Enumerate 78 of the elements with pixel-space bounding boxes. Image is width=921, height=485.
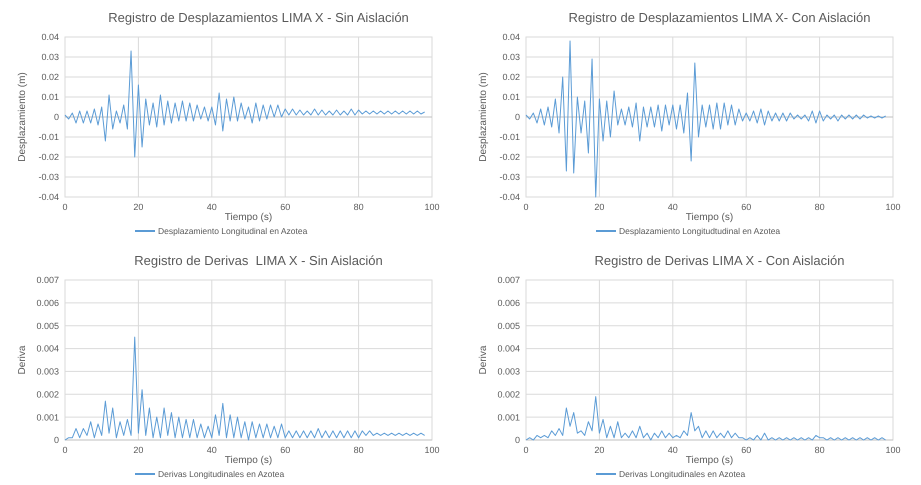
x-tick-label: 60 [741, 202, 752, 212]
y-tick-label: -0.02 [499, 152, 520, 162]
x-tick-label: 100 [885, 445, 901, 455]
y-tick-label: 0.006 [36, 298, 59, 308]
line-series [526, 40, 886, 198]
y-tick-label: 0.002 [36, 389, 59, 400]
chart-title: Registro de Derivas LIMA X - Sin Aislación [134, 253, 383, 268]
y-axis-title: Deriva [17, 345, 28, 374]
x-tick-label: 60 [741, 445, 752, 455]
chart-title: Registro de Desplazamientos LIMA X - Sin Aislación [108, 10, 409, 25]
chart-title: Registro de Desplazamientos LIMA X- Con Aislación [568, 10, 871, 25]
y-tick-label: 0.003 [36, 366, 59, 377]
legend-label: Desplazamiento Longitudtudinal en Azotea [619, 226, 780, 236]
x-tick-label: 60 [280, 202, 290, 212]
x-tick-label: 60 [280, 445, 290, 455]
legend-label: Derivas Longitudinales en Azotea [158, 469, 284, 479]
x-tick-label: 80 [354, 445, 364, 455]
x-tick-label: 80 [814, 202, 825, 212]
x-tick-label: 100 [885, 202, 901, 212]
x-axis-title: Tiempo (s) [224, 455, 272, 466]
line-series [64, 50, 426, 158]
y-tick-label: 0.001 [36, 412, 59, 422]
x-tick-label: 40 [206, 445, 217, 455]
x-tick-label: 100 [424, 202, 440, 212]
y-tick-label: -0.04 [499, 192, 520, 202]
y-tick-label: 0.007 [497, 275, 520, 286]
x-tick-label: 0 [62, 445, 68, 455]
y-axis-title: Desplazamiento (m) [478, 72, 489, 162]
y-tick-label: 0.004 [36, 344, 59, 354]
y-tick-label: 0.04 [502, 32, 520, 42]
x-tick-label: 80 [354, 202, 364, 212]
x-tick-label: 20 [594, 202, 604, 212]
x-tick-label: 20 [133, 202, 144, 212]
y-tick-label: -0.01 [38, 132, 59, 142]
y-tick-label: -0.03 [38, 172, 59, 182]
y-tick-label: 0.04 [41, 32, 59, 42]
y-axis-title: Desplazamiento (m) [17, 72, 28, 162]
y-tick-label: 0.005 [36, 320, 59, 331]
y-tick-label: 0.02 [41, 72, 59, 82]
y-tick-label: 0 [54, 435, 59, 446]
y-tick-label: 0.002 [497, 389, 520, 400]
y-tick-label: 0 [514, 112, 520, 122]
line-series [64, 336, 426, 440]
y-tick-label: 0.03 [502, 52, 520, 62]
y-tick-label: 0.01 [41, 92, 59, 102]
x-tick-label: 40 [668, 202, 678, 212]
x-axis-title: Tiempo (s) [686, 455, 734, 466]
chart-title: Registro de Derivas LIMA X - Con Aislación [594, 253, 844, 268]
x-tick-label: 20 [594, 445, 604, 455]
y-tick-label: -0.03 [499, 172, 520, 182]
y-tick-label: -0.04 [38, 192, 59, 202]
x-tick-label: 0 [523, 445, 529, 455]
line-series [526, 396, 886, 440]
y-tick-label: 0.03 [41, 52, 59, 62]
y-tick-label: 0 [514, 435, 520, 446]
x-tick-label: 40 [206, 202, 217, 212]
y-tick-label: 0.005 [497, 320, 520, 331]
y-tick-label: -0.02 [38, 152, 59, 162]
y-tick-label: -0.01 [499, 132, 520, 142]
y-tick-label: 0.007 [36, 275, 59, 286]
y-tick-label: 0 [54, 112, 59, 122]
x-tick-label: 40 [668, 445, 678, 455]
x-axis-title: Tiempo (s) [224, 212, 272, 223]
legend-label: Desplazamiento Longitudinal en Azotea [158, 226, 308, 236]
y-tick-label: 0.01 [502, 92, 520, 102]
y-tick-label: 0.006 [497, 298, 520, 308]
y-tick-label: 0.003 [497, 366, 520, 377]
legend-label: Derivas Longitudinales en Azotea [619, 469, 746, 479]
x-axis-title: Tiempo (s) [686, 212, 734, 223]
y-tick-label: 0.001 [497, 412, 520, 422]
x-tick-label: 80 [814, 445, 825, 455]
x-tick-label: 0 [523, 202, 529, 212]
x-tick-label: 20 [133, 445, 144, 455]
x-tick-label: 100 [424, 445, 440, 455]
y-tick-label: 0.02 [502, 72, 520, 82]
y-tick-label: 0.004 [497, 344, 520, 354]
x-tick-label: 0 [62, 202, 68, 212]
y-axis-title: Deriva [478, 345, 489, 374]
